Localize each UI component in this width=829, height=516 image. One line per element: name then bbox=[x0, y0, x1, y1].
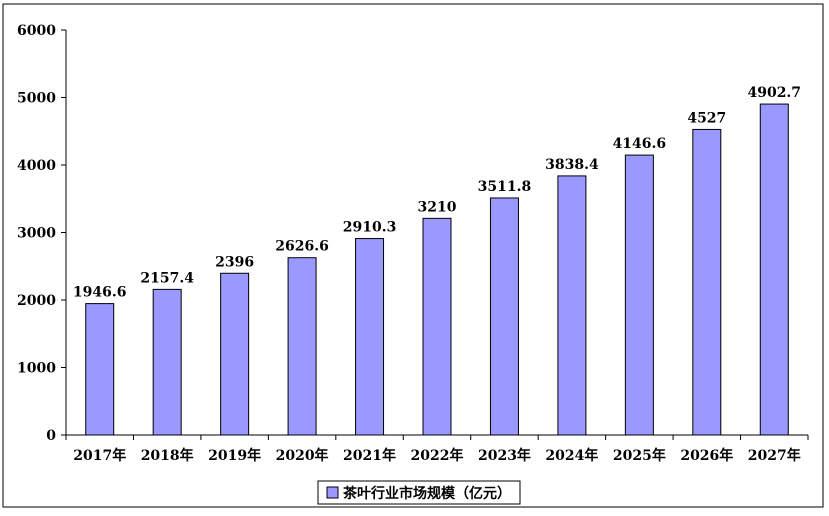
y-tick-label: 4000 bbox=[17, 158, 56, 174]
bar-value-label: 4527 bbox=[687, 110, 726, 126]
x-tick-label: 2027年 bbox=[748, 447, 801, 464]
bar-value-label: 3210 bbox=[418, 199, 457, 215]
bar bbox=[557, 175, 587, 436]
bars bbox=[85, 103, 789, 436]
data-labels: 1946.6 2157.4 2396 2626.6 2910.3 3210 3511.8 38… bbox=[73, 85, 801, 301]
bar-value-label: 4902.7 bbox=[747, 85, 801, 101]
chart-border bbox=[2, 3, 824, 508]
bar bbox=[355, 238, 385, 436]
x-tick-label: 2020年 bbox=[276, 447, 329, 464]
x-tick-label: 2022年 bbox=[411, 447, 464, 464]
y-axis: 0 1000 2000 3000 4000 5000 6000 bbox=[17, 23, 67, 444]
y-tick-label: 0 bbox=[46, 428, 56, 444]
bar-value-label: 3838.4 bbox=[545, 157, 599, 173]
x-tick-label: 2021年 bbox=[343, 447, 396, 464]
legend-box bbox=[317, 480, 521, 505]
x-tick-label: 2025年 bbox=[613, 447, 666, 464]
y-tick-label: 6000 bbox=[17, 23, 56, 39]
y-tick-label: 3000 bbox=[17, 226, 56, 242]
x-tick-label: 2026年 bbox=[680, 447, 733, 464]
legend: 茶叶行业市场规模（亿元） bbox=[317, 480, 521, 505]
bar-value-label: 2626.6 bbox=[275, 239, 329, 255]
y-tick-label: 5000 bbox=[17, 91, 56, 107]
x-tick-label: 2019年 bbox=[208, 447, 261, 464]
bar-value-label: 4146.6 bbox=[613, 136, 667, 152]
x-tick-label: 2023年 bbox=[478, 447, 531, 464]
bar-value-label: 2396 bbox=[215, 254, 254, 270]
bar bbox=[759, 103, 789, 436]
legend-swatch bbox=[326, 486, 339, 499]
x-tick-label: 2018年 bbox=[141, 447, 194, 464]
bar bbox=[624, 154, 654, 436]
legend-label: 茶叶行业市场规模（亿元） bbox=[342, 485, 511, 502]
bar bbox=[152, 288, 182, 436]
x-tick-label: 2017年 bbox=[73, 447, 126, 464]
bar-value-label: 2157.4 bbox=[140, 270, 194, 286]
y-tick-label: 2000 bbox=[17, 293, 56, 309]
bar-value-label: 1946.6 bbox=[73, 285, 127, 301]
bar bbox=[692, 128, 722, 436]
bar-value-label: 3511.8 bbox=[478, 179, 532, 195]
x-tick-label: 2024年 bbox=[545, 447, 598, 464]
bar bbox=[287, 257, 317, 436]
y-tick-label: 1000 bbox=[17, 361, 56, 377]
bar bbox=[220, 272, 250, 436]
bar bbox=[489, 197, 519, 436]
bar bbox=[422, 217, 452, 436]
bar-value-label: 2910.3 bbox=[343, 220, 397, 236]
bar bbox=[85, 303, 115, 436]
